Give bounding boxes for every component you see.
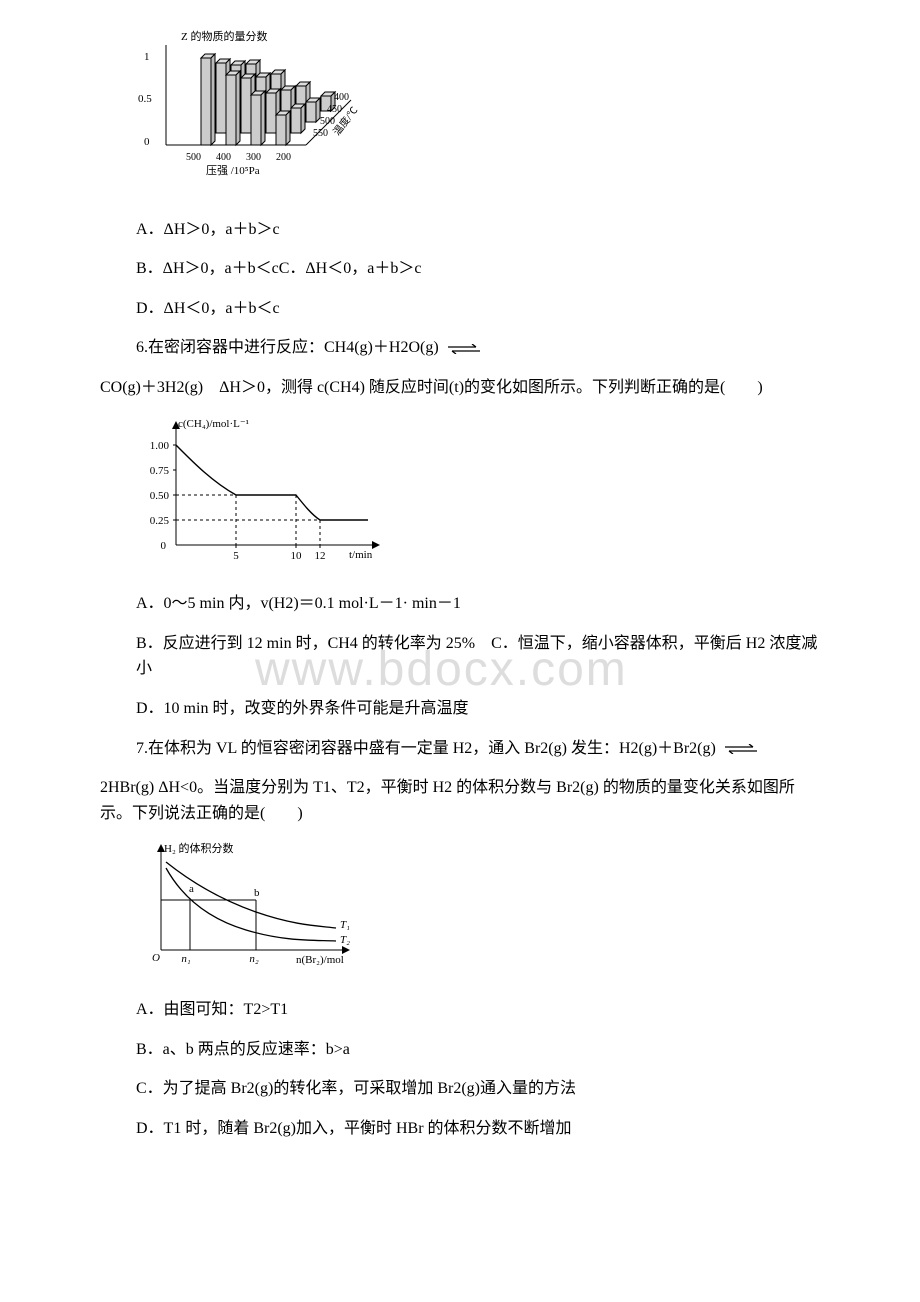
q7-curve-t1 [166, 862, 336, 928]
q7-point-a: a [189, 883, 194, 895]
q6-xtick-10: 10 [291, 550, 303, 562]
fig1-ylabel: Z 的物质的量分数 [181, 30, 267, 43]
q6-stem-line2: CO(g)＋3H2(g) ΔH＞0，测得 c(CH4) 随反应时间(t)的变化如… [100, 375, 820, 401]
q5-option-a: A．ΔH＞0，a＋b＞c [136, 217, 820, 243]
fig1-ytick-0: 0 [144, 136, 150, 148]
q6-option-a: A．0～5 min 内，v(H2)＝0.1 mol·L－1· min－1 [136, 591, 820, 617]
q6-option-d: D．10 min 时，改变的外界条件可能是升高温度 [136, 696, 820, 722]
q7-option-c: C．为了提高 Br2(g)的转化率，可采取增加 Br2(g)通入量的方法 [136, 1076, 820, 1102]
q6-ytick-075: 0.75 [150, 465, 170, 477]
document-content: Z 的物质的量分数 1 0.5 0 [100, 30, 820, 1141]
q7-xtick-n2: n₂ [249, 953, 259, 965]
q7-option-b: B．a、b 两点的反应速率：b>a [136, 1037, 820, 1063]
q5-option-d: D．ΔH＜0，a＋b＜c [136, 296, 820, 322]
q7-curve-t2 [166, 868, 336, 941]
q6-ytick-050: 0.50 [150, 490, 170, 502]
q6-curve [176, 445, 368, 520]
q7-xlabel: n(Br₂)/mol [296, 954, 344, 966]
q7-xtick-n1: n₁ [181, 953, 191, 965]
fig1-xtick-400: 400 [216, 152, 231, 163]
fig1-xtick-300: 300 [246, 152, 261, 163]
q7-stem-line2: 2HBr(g) ΔH<0。当温度分别为 T1、T2，平衡时 H2 的体积分数与 … [100, 775, 820, 826]
q6-ytick-0: 0 [161, 540, 167, 552]
fig1-ztick-500: 500 [320, 116, 335, 127]
fig1-ztick-450: 450 [327, 104, 342, 115]
q6-xtick-5: 5 [233, 550, 239, 562]
q6-stem-line1: 6.在密闭容器中进行反应：CH4(g)＋H2O(g) [136, 335, 820, 361]
equilibrium-arrow-icon [446, 344, 482, 354]
q6-ytick-025: 0.25 [150, 515, 170, 527]
q6-xlabel: t/min [349, 549, 373, 561]
fig1-ytick-1: 1 [144, 51, 150, 63]
figure-q7-multiline: H₂ 的体积分数 O n(Br₂)/mol T₁ T₂ a b n₁ n₂ [136, 840, 820, 979]
q6-ylabel: c(CH₄)/mol·L⁻¹ [178, 418, 249, 430]
q7-series-t1: T₁ [340, 919, 350, 931]
fig1-ytick-05: 0.5 [138, 93, 152, 105]
fig1-xtick-500: 500 [186, 152, 201, 163]
q7-series-t2: T₂ [340, 934, 350, 946]
q7-stem1-pre: 7.在体积为 VL 的恒容密闭容器中盛有一定量 H2，通入 Br2(g) 发生：… [136, 740, 716, 757]
q6-ytick-100: 1.00 [150, 440, 170, 452]
equilibrium-arrow-icon [723, 744, 759, 754]
q7-point-b: b [254, 887, 260, 899]
fig1-xlabel: 压强 /10⁵Pa [206, 164, 260, 177]
figure-q6-line: c(CH₄)/mol·L⁻¹ t/min 0 0.25 0.50 0.75 1.… [136, 415, 820, 574]
q7-option-d: D．T1 时，随着 Br2(g)加入，平衡时 HBr 的体积分数不断增加 [136, 1116, 820, 1142]
q7-origin: O [152, 952, 160, 964]
q6-option-b-c: B．反应进行到 12 min 时，CH4 的转化率为 25% C．恒温下，缩小容… [136, 631, 820, 682]
figure-q5-3dbar: Z 的物质的量分数 1 0.5 0 [136, 30, 820, 199]
fig1-ztick-400: 400 [334, 92, 349, 103]
q6-xtick-12: 12 [315, 550, 326, 562]
fig1-xtick-200: 200 [276, 152, 291, 163]
q5-option-b-c: B．ΔH＞0，a＋b＜cC．ΔH＜0，a＋b＞c [136, 256, 820, 282]
q7-option-a: A．由图可知：T2>T1 [136, 997, 820, 1023]
q7-stem-line1: 7.在体积为 VL 的恒容密闭容器中盛有一定量 H2，通入 Br2(g) 发生：… [136, 736, 820, 762]
fig1-ztick-550: 550 [313, 128, 328, 139]
q7-ylabel: H₂ 的体积分数 [164, 841, 234, 855]
q6-stem1-pre: 6.在密闭容器中进行反应：CH4(g)＋H2O(g) [136, 339, 439, 356]
